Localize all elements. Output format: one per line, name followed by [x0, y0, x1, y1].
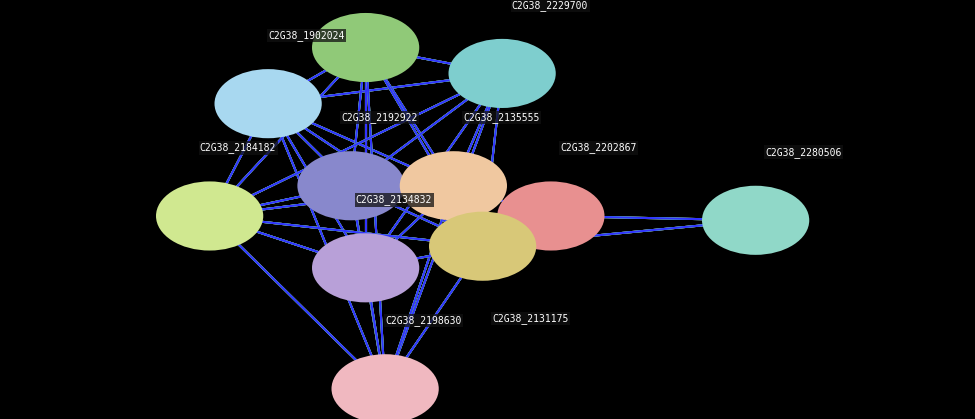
Ellipse shape	[156, 181, 263, 251]
Text: C2G38_2280506: C2G38_2280506	[765, 147, 841, 158]
Text: C2G38_2131175: C2G38_2131175	[492, 313, 568, 324]
Ellipse shape	[332, 354, 439, 419]
Text: C2G38_2192922: C2G38_2192922	[341, 112, 417, 123]
Ellipse shape	[312, 13, 419, 82]
Ellipse shape	[497, 181, 604, 251]
Ellipse shape	[312, 233, 419, 303]
Text: C2G38_2202867: C2G38_2202867	[561, 142, 637, 153]
Text: C2G38_2229700: C2G38_2229700	[512, 0, 588, 11]
Ellipse shape	[214, 69, 322, 138]
Text: C2G38_2184182: C2G38_2184182	[200, 142, 276, 153]
Ellipse shape	[448, 39, 556, 108]
Ellipse shape	[400, 151, 507, 220]
Text: C2G38_2135555: C2G38_2135555	[463, 112, 539, 123]
Text: C2G38_2134832: C2G38_2134832	[356, 194, 432, 205]
Ellipse shape	[297, 151, 405, 220]
Text: C2G38_2198630: C2G38_2198630	[385, 315, 461, 326]
Ellipse shape	[429, 212, 536, 281]
Text: C2G38_1902024: C2G38_1902024	[268, 30, 344, 41]
Ellipse shape	[702, 186, 809, 255]
